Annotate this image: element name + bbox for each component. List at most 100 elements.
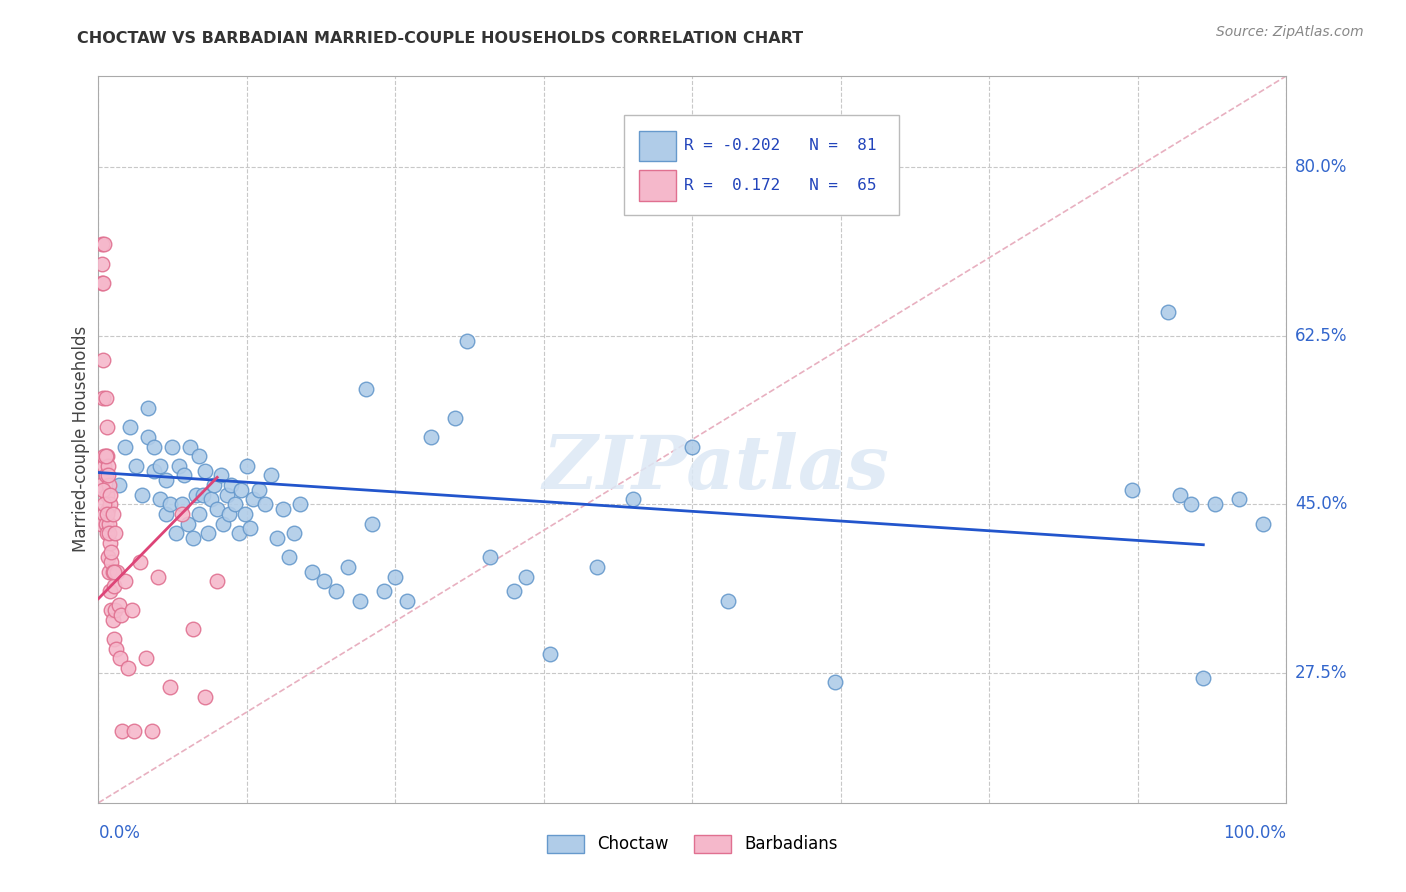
Point: [170, 507, 193, 521]
Point: [143, 440, 166, 454]
Point: [1227, 492, 1250, 507]
Point: [101, 613, 124, 627]
Point: [143, 464, 166, 478]
Point: [94, 468, 117, 483]
Point: [207, 574, 229, 589]
Point: [170, 497, 193, 511]
Point: [277, 550, 299, 565]
Point: [111, 723, 134, 738]
Point: [105, 641, 128, 656]
Point: [107, 478, 129, 492]
Text: 0.0%: 0.0%: [98, 824, 141, 842]
Point: [120, 420, 142, 434]
Text: 100.0%: 100.0%: [1223, 824, 1286, 842]
Point: [117, 661, 139, 675]
Point: [233, 507, 256, 521]
Point: [98, 488, 121, 502]
Point: [155, 473, 177, 487]
Point: [114, 574, 136, 589]
Point: [236, 458, 259, 473]
Point: [444, 410, 467, 425]
Point: [93, 497, 115, 511]
Point: [97, 550, 120, 565]
Point: [165, 526, 187, 541]
Point: [229, 483, 252, 497]
Point: [136, 430, 159, 444]
Point: [103, 579, 125, 593]
Point: [290, 497, 312, 511]
Point: [91, 352, 114, 367]
Point: [96, 420, 118, 434]
Point: [97, 468, 120, 483]
Point: [96, 488, 118, 502]
Point: [209, 468, 232, 483]
Point: [97, 502, 120, 516]
Point: [107, 565, 129, 579]
Point: [202, 478, 225, 492]
Point: [98, 478, 121, 492]
Point: [173, 468, 195, 483]
Text: ZIPatlas: ZIPatlas: [543, 432, 890, 505]
Point: [98, 536, 121, 550]
Point: [283, 526, 305, 541]
Point: [218, 507, 240, 521]
Point: [260, 468, 283, 483]
Point: [266, 531, 288, 545]
Point: [215, 488, 238, 502]
Point: [207, 502, 229, 516]
Point: [183, 623, 205, 637]
Point: [681, 440, 703, 454]
Point: [98, 497, 121, 511]
Point: [91, 276, 114, 290]
Point: [221, 478, 243, 492]
Point: [194, 464, 217, 478]
Point: [122, 723, 145, 738]
Point: [91, 237, 114, 252]
Point: [103, 632, 125, 646]
Point: [108, 651, 131, 665]
Point: [96, 526, 118, 541]
Point: [96, 449, 118, 463]
Point: [301, 565, 323, 579]
Point: [141, 723, 163, 738]
Point: [107, 599, 129, 613]
Point: [125, 458, 148, 473]
Point: [93, 458, 115, 473]
Text: Source: ZipAtlas.com: Source: ZipAtlas.com: [1216, 25, 1364, 39]
Point: [336, 560, 359, 574]
Text: 80.0%: 80.0%: [1295, 158, 1347, 177]
Point: [110, 608, 132, 623]
Point: [101, 565, 124, 579]
Point: [183, 531, 205, 545]
Point: [1121, 483, 1143, 497]
Point: [103, 565, 125, 579]
Point: [91, 256, 114, 270]
Point: [104, 603, 127, 617]
Point: [98, 565, 121, 579]
Point: [149, 492, 172, 507]
Point: [93, 237, 115, 252]
Point: [100, 603, 122, 617]
Point: [396, 593, 419, 607]
Point: [247, 483, 270, 497]
Point: [91, 392, 114, 406]
Text: 27.5%: 27.5%: [1295, 664, 1347, 681]
Point: [824, 675, 846, 690]
Point: [104, 526, 127, 541]
Point: [98, 584, 121, 599]
Point: [101, 507, 124, 521]
Point: [90, 478, 112, 492]
Point: [253, 497, 276, 511]
Point: [479, 550, 502, 565]
Point: [228, 526, 250, 541]
Point: [1204, 497, 1226, 511]
Text: CHOCTAW VS BARBADIAN MARRIED-COUPLE HOUSEHOLDS CORRELATION CHART: CHOCTAW VS BARBADIAN MARRIED-COUPLE HOUS…: [77, 31, 803, 46]
Point: [1180, 497, 1202, 511]
Point: [1251, 516, 1274, 531]
Point: [717, 593, 740, 607]
Point: [200, 492, 222, 507]
Point: [586, 560, 609, 574]
Y-axis label: Married-couple Households: Married-couple Households: [72, 326, 90, 552]
Point: [503, 584, 526, 599]
Point: [197, 526, 219, 541]
